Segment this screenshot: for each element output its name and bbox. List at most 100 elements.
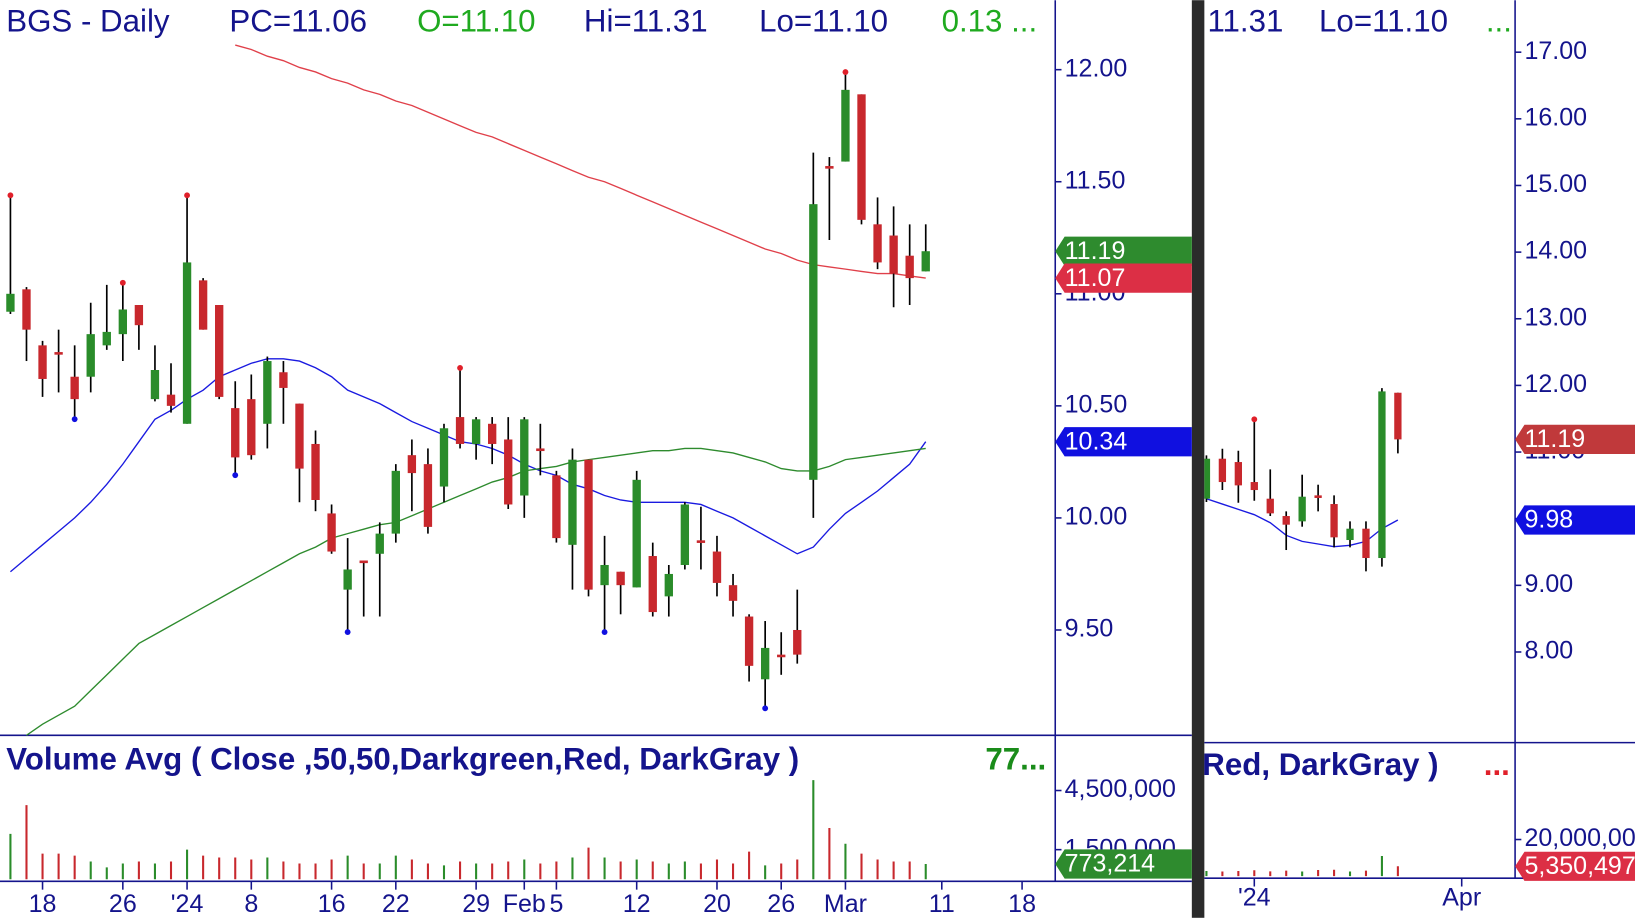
- candle-body: [311, 443, 320, 500]
- candle-body: [568, 459, 577, 545]
- x-tick-label: 5: [549, 890, 563, 918]
- volume-title-suffix: 77...: [985, 742, 1046, 777]
- candle-body: [1218, 458, 1227, 483]
- price-tag: [1515, 505, 1635, 535]
- header-text: Lo=11.10: [759, 3, 888, 38]
- candle-body: [295, 403, 304, 469]
- candle-body: [343, 569, 352, 590]
- candle-body: [504, 439, 513, 505]
- x-tick-label: '24: [1238, 884, 1271, 912]
- swing-low-marker: [232, 472, 239, 479]
- candle-body: [231, 408, 240, 458]
- candle-body: [182, 262, 192, 424]
- y-tick-label: 14.00: [1524, 237, 1587, 265]
- candle-body: [889, 235, 898, 274]
- candle-body: [777, 654, 786, 658]
- candle-body: [487, 423, 497, 444]
- candle-body: [857, 94, 866, 220]
- candle-body: [809, 204, 818, 480]
- y-tick-label: 10.00: [1065, 503, 1128, 531]
- candle-body: [134, 305, 144, 326]
- swing-low-marker: [762, 705, 769, 712]
- header-text: 11.31: [1207, 3, 1283, 38]
- daily-plot: [6, 44, 930, 880]
- price-tag: [1055, 263, 1192, 293]
- x-tick-label: 8: [244, 890, 258, 918]
- candle-body: [584, 459, 593, 590]
- swing-high-marker: [119, 279, 126, 286]
- x-tick-label: '24: [171, 890, 204, 918]
- price-tag-label: 5,350,497: [1524, 852, 1635, 880]
- header-text: 0.13 ...: [942, 3, 1038, 38]
- y-tick-label: 11.50: [1065, 166, 1126, 194]
- panel-separator: [1191, 0, 1205, 918]
- candle-body: [86, 334, 95, 377]
- price-tag-label: 11.19: [1065, 237, 1126, 265]
- candle-body: [648, 556, 657, 613]
- header-text: PC=11.06: [229, 3, 367, 38]
- candle-body: [793, 629, 802, 655]
- price-tag-label: 11.07: [1065, 264, 1126, 292]
- candle-body: [1314, 495, 1322, 498]
- candle-body: [1282, 516, 1290, 525]
- price-tag-label: 9.98: [1524, 506, 1573, 534]
- volume-title-suffix: ...: [1484, 747, 1510, 782]
- swing-high-marker: [184, 192, 190, 199]
- candle-body: [1394, 392, 1402, 440]
- y-tick-label: 4,500,000: [1065, 775, 1176, 803]
- price-tag: [1515, 424, 1635, 454]
- candle-body: [22, 289, 31, 330]
- y-tick-label: 12.00: [1065, 54, 1128, 82]
- candle-body: [1298, 496, 1306, 522]
- candle-body: [616, 571, 625, 586]
- x-tick-label: 29: [462, 890, 490, 918]
- candle-body: [279, 372, 288, 388]
- candle-body: [423, 464, 433, 527]
- y-tick-label: 16.00: [1524, 103, 1587, 131]
- price-tag: [1515, 851, 1635, 881]
- price-tag: [1055, 849, 1192, 879]
- moving-average-line: [26, 447, 926, 736]
- x-tick-label: 18: [29, 890, 57, 918]
- candle-body: [263, 361, 272, 424]
- x-tick-label: Feb: [503, 890, 546, 918]
- candle-body: [198, 280, 208, 330]
- candle-body: [407, 455, 417, 474]
- candle-body: [760, 647, 770, 680]
- swing-high-marker: [7, 192, 14, 199]
- x-tick-label: 12: [623, 890, 651, 918]
- candle-body: [6, 293, 15, 312]
- x-tick-label: 26: [767, 890, 795, 918]
- candle-body: [166, 394, 176, 406]
- candle-body: [873, 224, 882, 263]
- y-tick-label: 20,000,000: [1524, 824, 1635, 852]
- x-tick-label: 26: [109, 890, 137, 918]
- candle-body: [150, 370, 160, 400]
- swing-high-marker: [457, 364, 463, 371]
- candle-body: [1362, 528, 1370, 559]
- candle-body: [1234, 462, 1242, 486]
- header-text: Hi=11.31: [584, 3, 708, 38]
- candle-body: [1250, 482, 1258, 491]
- y-tick-label: 10.50: [1065, 390, 1128, 418]
- price-tag: [1055, 236, 1192, 266]
- candle-body: [70, 376, 79, 400]
- candle-body: [841, 89, 850, 162]
- candle-body: [327, 513, 336, 552]
- y-tick-label: 12.00: [1524, 370, 1587, 398]
- x-tick-label: 18: [1008, 890, 1036, 918]
- candle-body: [102, 331, 111, 346]
- x-tick-label: 16: [318, 890, 346, 918]
- x-tick-label: 11: [929, 890, 955, 918]
- candle-body: [728, 585, 738, 601]
- volume-title: Red, DarkGray ): [1202, 747, 1438, 782]
- candle-body: [744, 616, 754, 666]
- candle-body: [632, 479, 641, 588]
- header-text: Lo=11.10: [1319, 3, 1448, 38]
- candle-body: [680, 504, 690, 565]
- candle-body: [391, 470, 400, 534]
- x-tick-label: Mar: [824, 890, 867, 918]
- price-tag-label: 773,214: [1065, 850, 1156, 878]
- candle-body: [1204, 458, 1211, 499]
- swing-low-marker: [71, 416, 78, 423]
